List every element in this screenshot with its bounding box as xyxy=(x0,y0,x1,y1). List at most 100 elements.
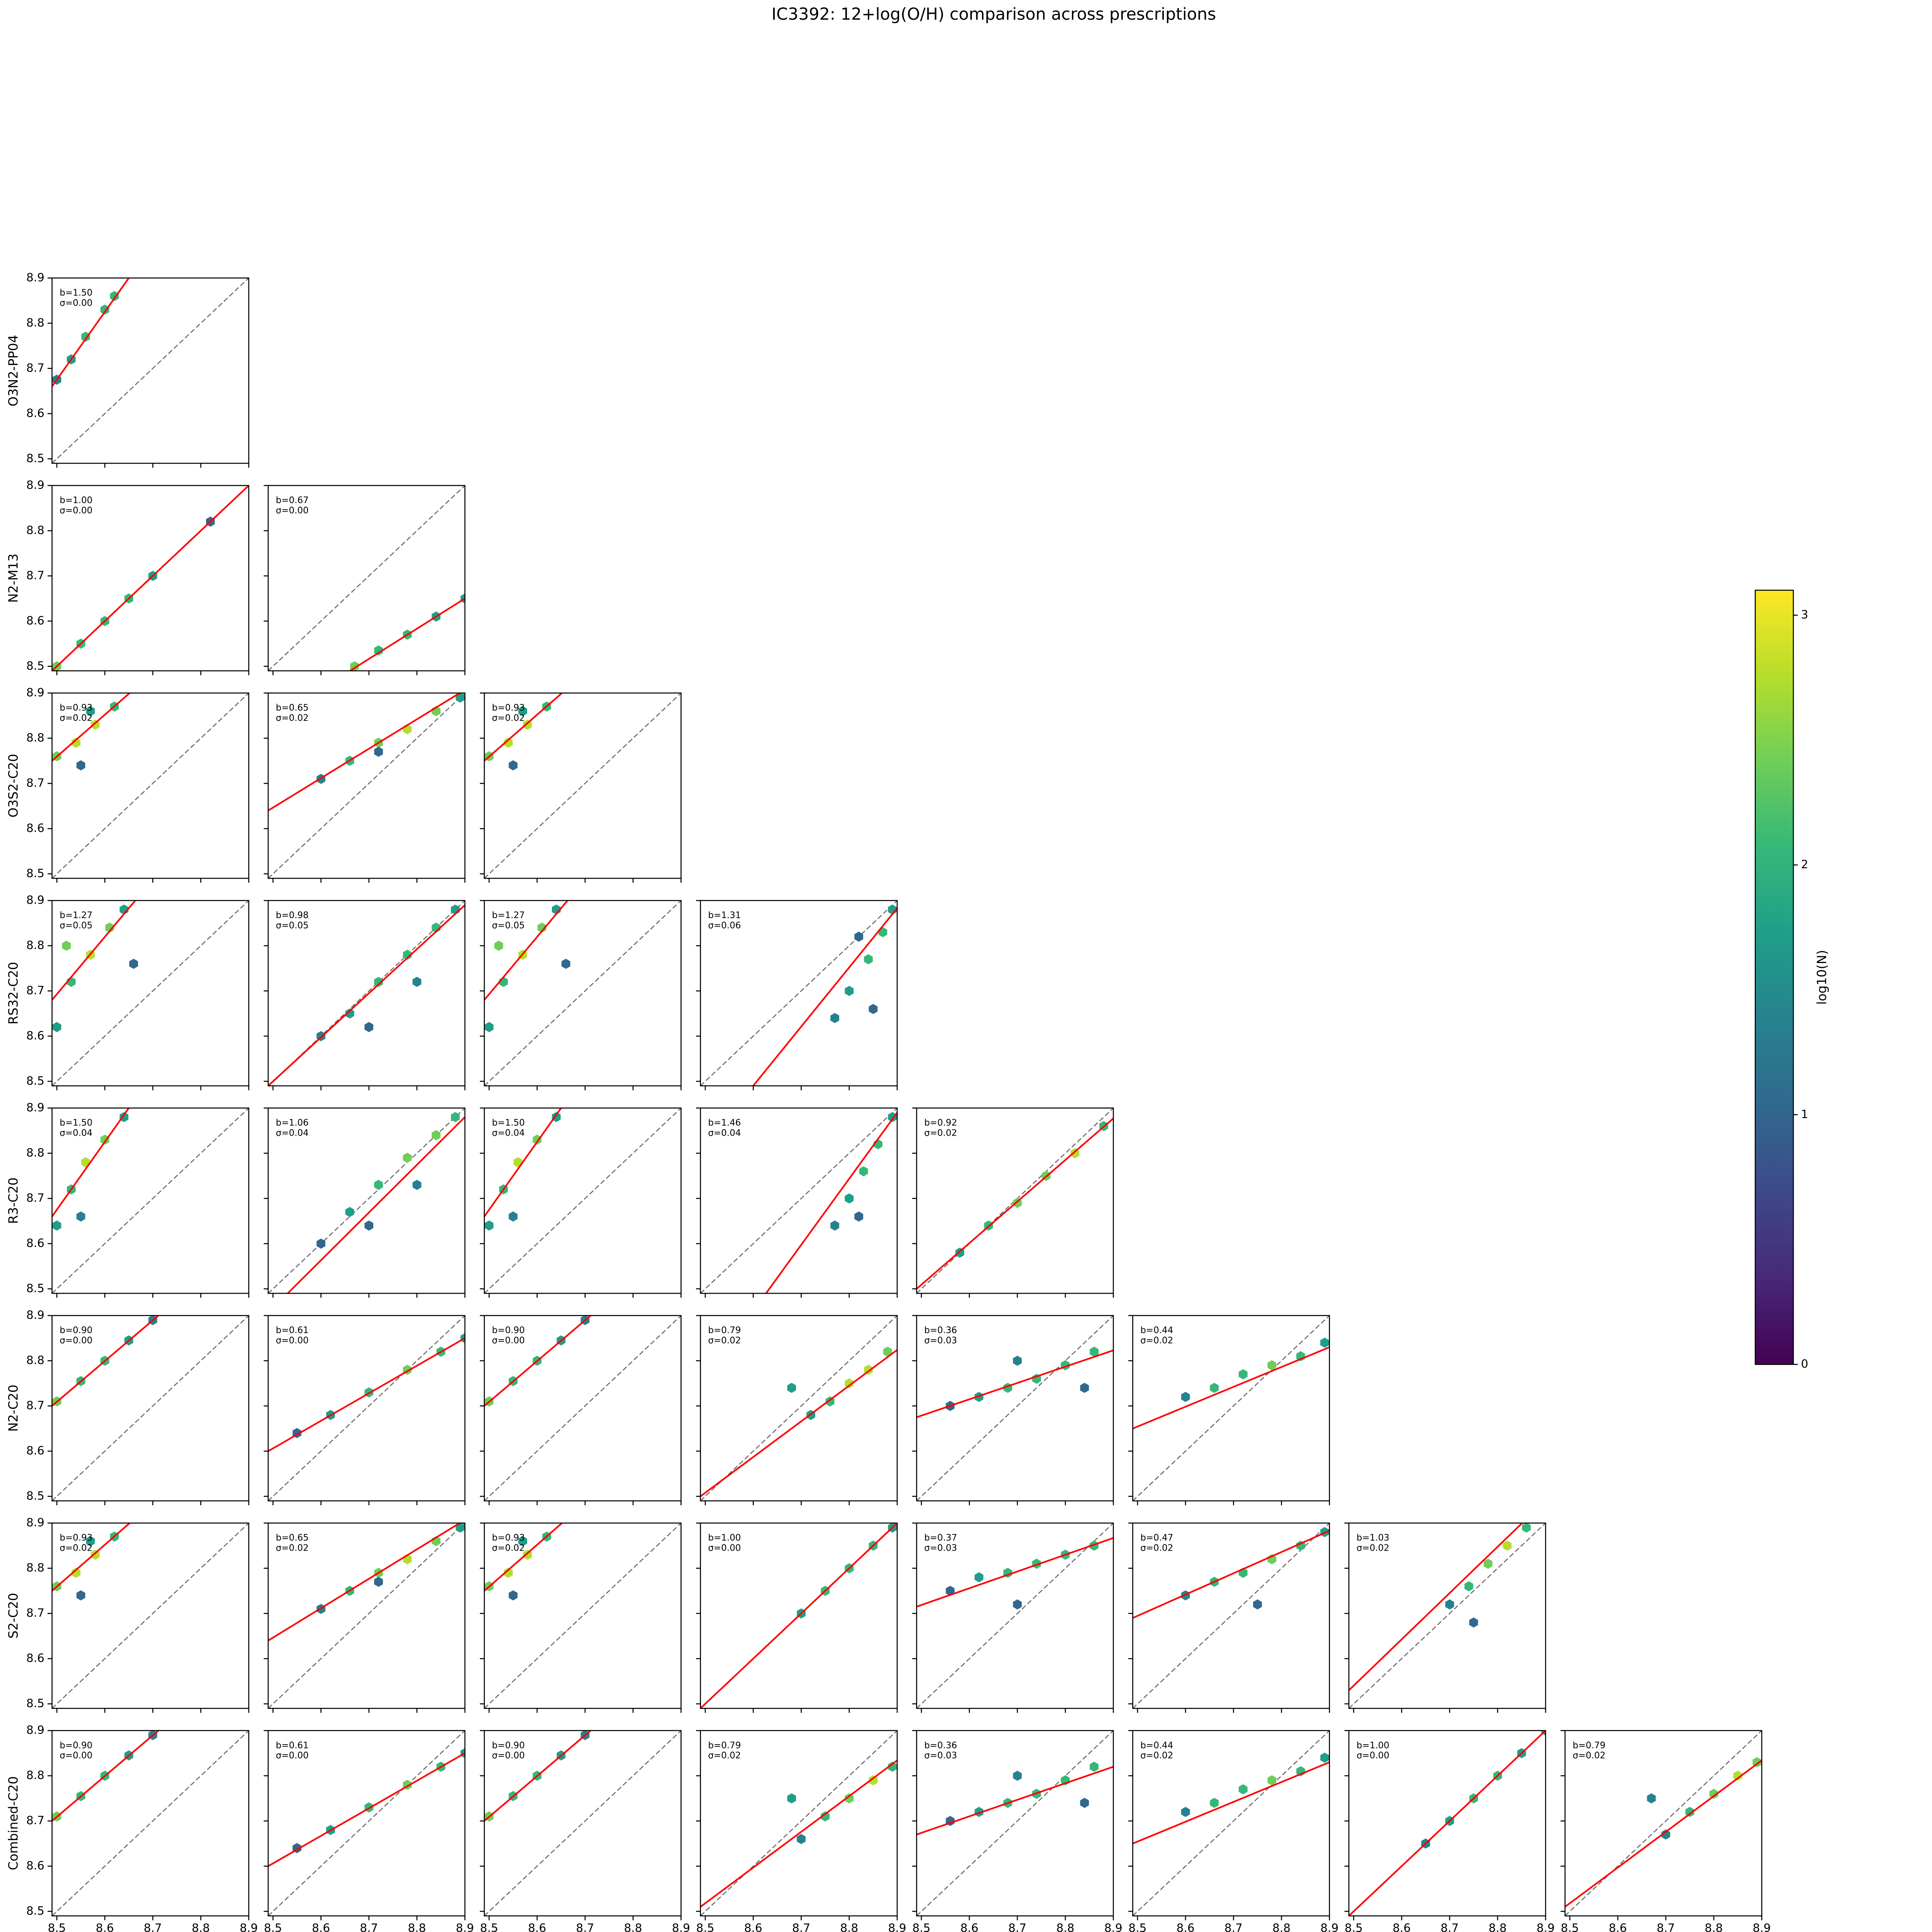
x-tick-label: 8.7 xyxy=(792,1922,810,1932)
fit-line xyxy=(52,1315,160,1407)
one-to-one-line xyxy=(1349,1523,1546,1709)
hexbin xyxy=(518,1536,527,1546)
slope-label: b=1.27 xyxy=(492,910,525,920)
hexbin xyxy=(105,922,114,933)
y-tick-label: 8.8 xyxy=(26,1146,44,1159)
x-tick-label: 8.6 xyxy=(1177,1922,1195,1932)
slope-label: b=0.90 xyxy=(60,1325,92,1335)
hexbin xyxy=(62,940,71,951)
scatter-label: σ=0.02 xyxy=(1140,1751,1173,1761)
hexbin xyxy=(845,1793,854,1804)
fit-line xyxy=(700,1523,897,1709)
panel-frame xyxy=(916,1315,1114,1502)
panel-frame xyxy=(700,1315,898,1502)
y-tick-label: 8.7 xyxy=(26,1399,44,1412)
hexbin xyxy=(1210,1798,1219,1808)
slope-label: b=0.47 xyxy=(1140,1533,1173,1543)
hexbin xyxy=(374,1577,383,1587)
y-tick-label: 8.8 xyxy=(26,731,44,744)
scatter-label: σ=0.05 xyxy=(60,920,92,930)
hexbin xyxy=(1320,1752,1329,1763)
one-to-one-line xyxy=(268,1523,465,1709)
hexbin xyxy=(456,693,465,703)
y-axis-label: N2-M13 xyxy=(6,554,21,603)
panel: b=0.93σ=0.02 8.5 8.6 8.7 8.8 8.9 S2-C20 xyxy=(6,1516,250,1713)
hexbin xyxy=(374,976,383,987)
hexbin xyxy=(100,1134,109,1145)
y-tick-label: 8.7 xyxy=(26,361,44,374)
fit-line xyxy=(1133,1530,1330,1619)
panel: b=0.90σ=0.00 8.5 8.6 8.7 8.8 8.9 8.5 8.6 8.7 8.8 8… xyxy=(6,1723,258,1932)
fit-line xyxy=(484,1315,592,1407)
slope-label: b=0.37 xyxy=(924,1533,957,1543)
fit-line xyxy=(700,1349,897,1497)
hexbin xyxy=(76,760,85,770)
panel-frame xyxy=(700,1730,898,1917)
panel-frame xyxy=(1348,1522,1546,1709)
hexbin xyxy=(1090,1347,1099,1357)
x-tick-label: 8.5 xyxy=(264,1922,282,1932)
scatter-label: σ=0.03 xyxy=(924,1543,957,1553)
panel-frame xyxy=(484,692,682,879)
slope-label: b=1.50 xyxy=(60,1118,92,1128)
scatter-label: σ=0.02 xyxy=(1140,1335,1173,1345)
x-tick-label: 8.5 xyxy=(48,1922,66,1932)
y-tick-label: 8.9 xyxy=(26,1516,44,1529)
colorbar-tick-label: 3 xyxy=(1801,608,1808,621)
plot-area xyxy=(484,1523,681,1709)
fit-line xyxy=(484,1730,592,1822)
scatter-label: σ=0.04 xyxy=(708,1128,741,1138)
scatter-label: σ=0.02 xyxy=(276,1543,309,1553)
hexbin xyxy=(86,1536,95,1546)
y-axis-label: N2-C20 xyxy=(6,1384,21,1432)
slope-label: b=0.65 xyxy=(276,1533,309,1543)
slope-label: b=0.67 xyxy=(276,495,309,505)
slope-label: b=1.00 xyxy=(60,495,92,505)
scatter-label: σ=0.02 xyxy=(1573,1751,1605,1761)
one-to-one-line xyxy=(1133,1315,1330,1501)
x-tick-label: 8.9 xyxy=(1104,1922,1122,1932)
one-to-one-line xyxy=(700,900,897,1086)
x-tick-label: 8.9 xyxy=(456,1922,474,1932)
fit-line xyxy=(348,598,465,671)
hexbin xyxy=(1267,1360,1277,1371)
fit-line xyxy=(52,485,249,671)
panel: b=0.79σ=0.02 xyxy=(696,1315,898,1505)
y-tick-label: 8.8 xyxy=(26,524,44,537)
fit-line xyxy=(484,1108,562,1217)
hexbin xyxy=(854,1211,863,1222)
hexbin xyxy=(451,1112,460,1122)
y-tick-label: 8.7 xyxy=(26,1606,44,1619)
y-tick-label: 8.5 xyxy=(26,1489,44,1502)
hexbin xyxy=(1320,1337,1329,1348)
y-tick-label: 8.7 xyxy=(26,1191,44,1204)
panel-frame xyxy=(700,900,898,1087)
plot-area xyxy=(52,900,249,1086)
hexbin xyxy=(1647,1793,1656,1804)
hexbin xyxy=(537,922,546,933)
x-tick-label: 8.8 xyxy=(1272,1922,1291,1932)
hexbin xyxy=(883,1347,892,1357)
panel-frame xyxy=(267,1730,466,1917)
panel: b=1.50σ=0.04 8.5 8.6 8.7 8.8 8.9 R3-C20 xyxy=(6,1101,250,1298)
panel-frame xyxy=(51,1730,250,1917)
panel-frame xyxy=(51,1315,250,1502)
hexbin xyxy=(374,747,383,757)
hexbin xyxy=(403,1153,412,1163)
panel: b=0.65σ=0.02 xyxy=(264,1522,466,1713)
hexbin xyxy=(364,1022,374,1032)
one-to-one-line xyxy=(484,1730,681,1916)
fit-line xyxy=(52,1730,160,1822)
y-tick-label: 8.5 xyxy=(26,1697,44,1710)
hexbin xyxy=(518,706,527,716)
colorbar xyxy=(1755,590,1794,1365)
slope-label: b=0.61 xyxy=(276,1325,309,1335)
plot-area xyxy=(268,1523,465,1709)
fit-line xyxy=(52,1108,130,1217)
y-tick-label: 8.8 xyxy=(26,1354,44,1367)
hexbin xyxy=(859,1166,868,1177)
hexbin xyxy=(403,949,412,960)
y-tick-label: 8.5 xyxy=(26,1282,44,1295)
y-tick-label: 8.5 xyxy=(26,659,44,672)
